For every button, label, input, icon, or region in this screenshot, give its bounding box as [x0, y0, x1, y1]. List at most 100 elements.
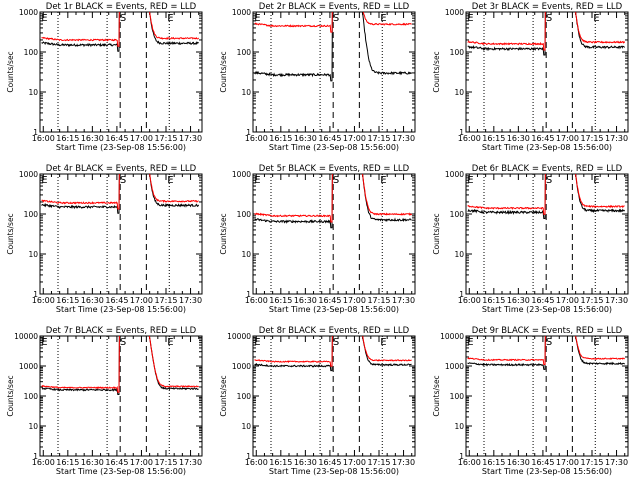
marker-e: E	[167, 175, 173, 186]
y-tick-label: 10000	[440, 332, 464, 341]
marker-s: S	[546, 337, 552, 348]
y-tick-label: 100	[237, 392, 252, 401]
x-tick-label: 17:00	[130, 134, 153, 143]
series-group	[254, 174, 413, 229]
x-tick-label: 17:00	[130, 458, 153, 467]
x-tick-label: 16:15	[269, 134, 292, 143]
series-events	[41, 12, 199, 52]
x-tick-label: 17:30	[392, 458, 415, 467]
x-tick-label: 17:15	[154, 296, 177, 305]
plot-frame	[465, 173, 629, 295]
y-tick-label: 10	[241, 250, 251, 259]
y-tick-label: 1000	[232, 8, 251, 17]
marker-e: E	[41, 175, 47, 186]
x-tick-label: 17:30	[605, 296, 628, 305]
marker-s: S	[120, 175, 126, 186]
y-tick-label: 10	[28, 422, 38, 431]
x-axis-label: Start Time (23-Sep-08 15:56:00)	[269, 143, 399, 152]
marker-e: E	[467, 13, 473, 24]
marker-e: E	[254, 337, 260, 348]
x-axis: 16:00 16:15 16:30 16:45 17:00 17:15 17:30	[458, 174, 628, 305]
x-tick-label: 16:15	[269, 296, 292, 305]
x-tick-label: 17:30	[179, 134, 202, 143]
plot-frame	[252, 335, 416, 457]
marker-e: E	[41, 337, 47, 348]
y-tick-label: 1000	[19, 170, 38, 179]
panel-3: Det 3r BLACK = Events, RED = LLD 1 10 100 10…	[432, 2, 629, 152]
marker-e: E	[254, 175, 260, 186]
marker-e: E	[467, 337, 473, 348]
series-group	[254, 336, 412, 372]
y-tick-label: 1000	[19, 8, 38, 17]
marker-e: E	[254, 13, 260, 24]
marker-e: E	[593, 13, 599, 24]
reference-lines	[57, 12, 170, 132]
y-tick-label: 10000	[227, 332, 251, 341]
x-tick-label: 16:00	[32, 134, 55, 143]
y-axis-label: Counts/sec	[432, 375, 441, 416]
x-tick-label: 17:30	[179, 296, 202, 305]
x-tick-label: 16:00	[458, 134, 481, 143]
panel-4: Det 4r BLACK = Events, RED = LLD 1 10 100 10…	[6, 164, 203, 314]
reference-lines	[270, 12, 383, 132]
panel-1: Det 1r BLACK = Events, RED = LLD 1 10 100 10…	[6, 2, 203, 152]
x-tick-label: 16:30	[81, 296, 104, 305]
x-tick-label: 16:00	[458, 296, 481, 305]
y-axis-label: Counts/sec	[219, 213, 228, 254]
marker-s: S	[546, 13, 552, 24]
panel-title: Det 3r BLACK = Events, RED = LLD	[472, 2, 623, 12]
x-tick-label: 17:30	[605, 458, 628, 467]
x-axis: 16:00 16:15 16:30 16:45 17:00 17:15 17:30	[245, 174, 415, 305]
x-axis-label: Start Time (23-Sep-08 15:56:00)	[56, 305, 186, 314]
series-events	[467, 12, 625, 56]
panel-title: Det 5r BLACK = Events, RED = LLD	[259, 164, 410, 174]
marker-e: E	[380, 13, 386, 24]
reference-lines	[57, 174, 170, 294]
y-tick-label: 1	[459, 290, 464, 299]
reference-lines	[270, 174, 383, 294]
y-tick-label: 100	[237, 48, 252, 57]
x-tick-label: 16:30	[507, 134, 530, 143]
marker-e: E	[41, 13, 47, 24]
x-tick-label: 16:45	[531, 458, 554, 467]
marker-e: E	[593, 175, 599, 186]
reference-lines	[483, 12, 596, 132]
plot-frame	[252, 173, 416, 295]
series-events	[254, 336, 412, 372]
x-tick-label: 16:15	[56, 458, 79, 467]
panel-7: Det 7r BLACK = Events, RED = LLD 1 10 100 10…	[6, 326, 203, 476]
y-tick-label: 10	[241, 422, 251, 431]
x-tick-label: 16:15	[269, 458, 292, 467]
plot-frame	[39, 11, 203, 133]
series-group	[41, 336, 199, 395]
y-tick-label: 1000	[232, 170, 251, 179]
x-tick-label: 17:15	[367, 296, 390, 305]
x-tick-label: 17:15	[367, 458, 390, 467]
x-tick-label: 16:30	[294, 458, 317, 467]
y-axis-label: Counts/sec	[6, 51, 15, 92]
panel-title: Det 4r BLACK = Events, RED = LLD	[46, 164, 197, 174]
x-axis-label: Start Time (23-Sep-08 15:56:00)	[56, 467, 186, 476]
x-tick-label: 16:45	[105, 134, 128, 143]
panel-title: Det 6r BLACK = Events, RED = LLD	[472, 164, 623, 174]
x-axis: 16:00 16:15 16:30 16:45 17:00 17:15 17:30	[32, 12, 202, 143]
x-tick-label: 16:15	[482, 134, 505, 143]
plot-frame	[465, 11, 629, 133]
x-tick-label: 17:15	[580, 458, 603, 467]
x-tick-label: 17:00	[343, 296, 366, 305]
reference-lines	[483, 336, 596, 456]
series-lld	[41, 336, 199, 393]
y-tick-label: 10000	[14, 332, 38, 341]
panel-title: Det 8r BLACK = Events, RED = LLD	[259, 326, 410, 336]
series-lld	[467, 174, 625, 215]
x-tick-label: 17:00	[556, 296, 579, 305]
x-tick-label: 16:15	[56, 134, 79, 143]
series-lld	[254, 12, 412, 33]
x-axis-label: Start Time (23-Sep-08 15:56:00)	[56, 143, 186, 152]
series-events	[467, 336, 625, 370]
